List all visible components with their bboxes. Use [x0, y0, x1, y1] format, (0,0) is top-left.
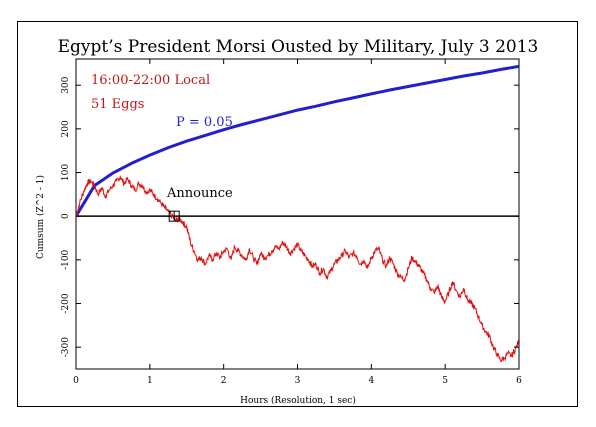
x-tick-label: 0	[73, 376, 79, 386]
y-axis-label: Cumsum (Z^2 - 1)	[35, 175, 46, 259]
y-tick-label: -300	[61, 337, 71, 357]
y-tick-label: 200	[61, 120, 71, 137]
eggs-count-label: 51 Eggs	[91, 97, 144, 112]
x-tick-label: 2	[221, 376, 227, 386]
x-tick-label: 6	[516, 376, 522, 386]
chart-frame: Egypt’s President Morsi Ousted by Milita…	[17, 21, 578, 407]
probability-envelope-line	[76, 64, 519, 217]
y-tick-label: 0	[61, 213, 71, 219]
x-tick-label: 4	[368, 376, 374, 386]
chart-title: Egypt’s President Morsi Ousted by Milita…	[58, 37, 539, 57]
y-tick-label: -200	[61, 293, 71, 313]
announce-label: Announce	[166, 186, 233, 201]
y-tick-label: 300	[61, 76, 71, 93]
x-axis-label: Hours (Resolution, 1 sec)	[240, 395, 356, 406]
x-tick-label: 3	[295, 376, 301, 386]
x-tick-label: 5	[442, 376, 448, 386]
y-tick-label: 100	[61, 164, 71, 181]
x-tick-label: 1	[147, 376, 153, 386]
cumsum-chart: Egypt’s President Morsi Ousted by Milita…	[35, 37, 539, 406]
time-range-label: 16:00-22:00 Local	[91, 73, 210, 88]
probability-label: P = 0.05	[176, 115, 233, 130]
y-tick-label: -100	[61, 249, 71, 269]
cumsum-line	[76, 175, 519, 363]
